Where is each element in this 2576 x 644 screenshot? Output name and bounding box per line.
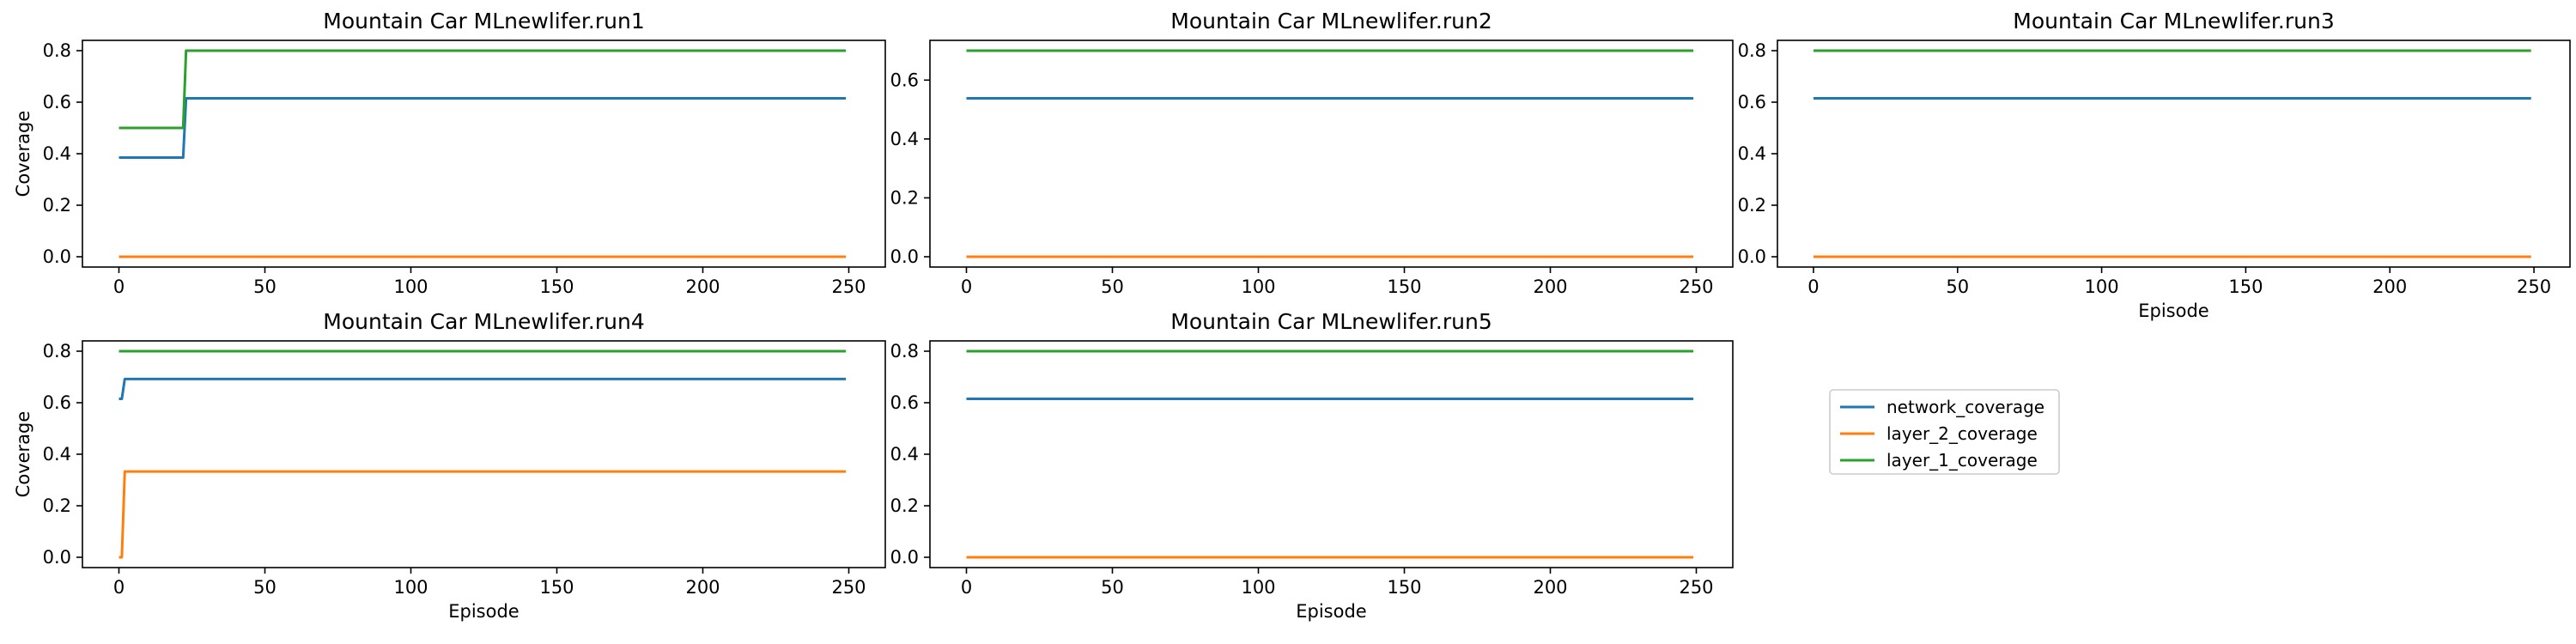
x-tick-label: 250 xyxy=(1679,577,1713,598)
series-line-network_coverage xyxy=(118,377,847,400)
y-tick-label: 0.4 xyxy=(890,444,919,465)
chart-title: Mountain Car MLnewlifer.run3 xyxy=(2013,9,2334,33)
x-tick-label: 150 xyxy=(1387,577,1421,598)
legend-label: network_coverage xyxy=(1886,397,2044,417)
y-tick-label: 0.8 xyxy=(43,40,71,61)
chart-title: Mountain Car MLnewlifer.run5 xyxy=(1170,309,1492,334)
legend-label: layer_2_coverage xyxy=(1886,423,2038,444)
x-tick-label: 0 xyxy=(113,276,125,297)
x-axis-label: Episode xyxy=(1296,601,1366,622)
y-tick-label: 0.0 xyxy=(890,246,919,267)
y-tick-label: 0.0 xyxy=(1738,246,1766,267)
x-tick-label: 100 xyxy=(393,276,428,297)
axes-frame xyxy=(82,340,886,568)
x-tick-label: 50 xyxy=(253,276,276,297)
x-tick-label: 100 xyxy=(1241,577,1275,598)
x-tick-label: 150 xyxy=(2228,276,2263,297)
x-tick-label: 250 xyxy=(831,577,866,598)
y-tick-label: 0.6 xyxy=(43,92,71,112)
y-tick-label: 0.0 xyxy=(43,547,71,568)
y-tick-label: 0.0 xyxy=(890,547,919,568)
y-tick-label: 0.6 xyxy=(890,70,919,90)
y-tick-label: 0.2 xyxy=(890,495,919,516)
axes-frame xyxy=(82,39,886,268)
x-axis-label: Episode xyxy=(2138,301,2208,321)
y-tick-label: 0.8 xyxy=(1738,40,1766,61)
x-tick-label: 150 xyxy=(1387,276,1421,297)
x-tick-label: 50 xyxy=(1946,276,1969,297)
y-tick-label: 0.6 xyxy=(890,392,919,413)
x-tick-label: 100 xyxy=(1241,276,1275,297)
subplot-1: 0 50 100 150 200 250 0.0 0.2 0.4 0.6 0.8 Mountain C… xyxy=(13,9,886,297)
y-tick-label: 0.8 xyxy=(890,341,919,361)
x-tick-label: 200 xyxy=(685,276,720,297)
chart-title: Mountain Car MLnewlifer.run1 xyxy=(323,9,644,33)
y-tick-label: 0.8 xyxy=(43,341,71,361)
y-tick-label: 0.4 xyxy=(43,143,71,164)
x-tick-label: 200 xyxy=(685,577,720,598)
chart-title: Mountain Car MLnewlifer.run4 xyxy=(323,309,644,334)
legend-label: layer_1_coverage xyxy=(1886,450,2038,471)
subplot-3: 0 50 100 150 200 250 0.0 0.2 0.4 0.6 0.8 Mountain C… xyxy=(1738,9,2571,321)
subplot-4: 0 50 100 150 200 250 0.0 0.2 0.4 0.6 0.8 Mountain C… xyxy=(13,309,886,622)
x-tick-label: 50 xyxy=(1101,276,1124,297)
y-tick-label: 0.2 xyxy=(890,187,919,208)
x-tick-label: 150 xyxy=(539,276,574,297)
x-tick-label: 0 xyxy=(113,577,125,598)
y-tick-label: 0.4 xyxy=(43,444,71,465)
x-tick-label: 150 xyxy=(539,577,574,598)
x-tick-label: 0 xyxy=(1807,276,1819,297)
y-tick-label: 0.6 xyxy=(43,392,71,413)
y-tick-label: 0.0 xyxy=(43,246,71,267)
y-tick-label: 0.6 xyxy=(1738,92,1766,112)
y-tick-label: 0.2 xyxy=(43,195,71,216)
series-line-layer_2_coverage xyxy=(118,470,847,559)
x-tick-label: 0 xyxy=(961,276,972,297)
axes-frame xyxy=(929,340,1734,568)
legend-frame xyxy=(1829,389,2060,475)
axes-frame xyxy=(929,39,1734,268)
subplot-5: 0 50 100 150 200 250 0.0 0.2 0.4 0.6 0.8 Mountain C… xyxy=(890,309,1734,622)
x-tick-label: 250 xyxy=(2517,276,2551,297)
x-tick-label: 50 xyxy=(253,577,276,598)
y-tick-label: 0.4 xyxy=(1738,143,1766,164)
x-tick-label: 200 xyxy=(2372,276,2407,297)
x-tick-label: 0 xyxy=(961,577,972,598)
x-tick-label: 50 xyxy=(1101,577,1124,598)
x-tick-label: 200 xyxy=(1533,276,1567,297)
y-tick-label: 0.2 xyxy=(1738,195,1766,216)
legend: network_coverage layer_2_coverage layer_1_… xyxy=(1829,389,2060,475)
y-tick-label: 0.4 xyxy=(890,129,919,149)
y-axis-label: Coverage xyxy=(13,111,33,197)
x-tick-label: 100 xyxy=(393,577,428,598)
y-axis-label: Coverage xyxy=(13,411,33,498)
subplot-2: 0 50 100 150 200 250 0.0 0.2 0.4 0.6 Mountain Car … xyxy=(890,9,1734,297)
chart-title: Mountain Car MLnewlifer.run2 xyxy=(1170,9,1492,33)
x-tick-label: 250 xyxy=(831,276,866,297)
x-tick-label: 100 xyxy=(2085,276,2119,297)
series-line-network_coverage xyxy=(118,97,847,159)
x-tick-label: 250 xyxy=(1679,276,1713,297)
x-axis-label: Episode xyxy=(448,601,519,622)
y-tick-label: 0.2 xyxy=(43,495,71,516)
series-line-layer_1_coverage xyxy=(118,49,847,130)
axes-frame xyxy=(1777,39,2571,268)
x-tick-label: 200 xyxy=(1533,577,1567,598)
